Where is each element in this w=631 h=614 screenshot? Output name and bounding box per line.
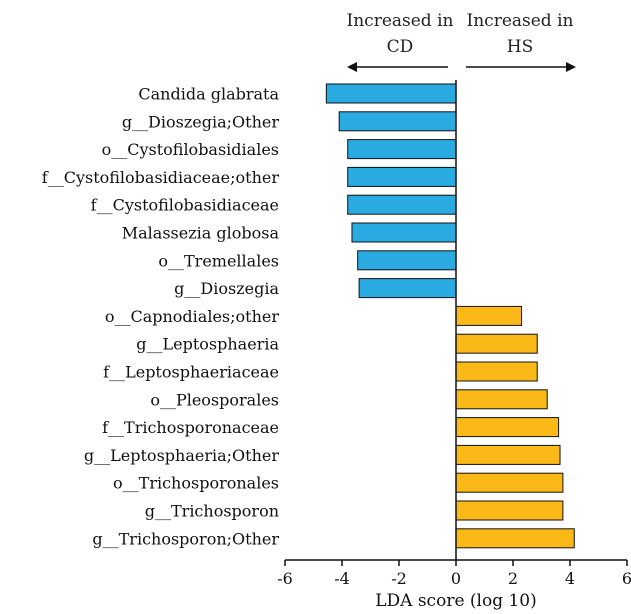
- x-axis-title: LDA score (log 10): [375, 591, 537, 611]
- x-tick-label: 6: [622, 569, 631, 588]
- category-label: g__Dioszegia: [174, 279, 279, 298]
- bar-10: [455, 361, 538, 382]
- category-label: f__Trichosporonaceae: [102, 418, 279, 437]
- x-tick-label: -6: [277, 569, 293, 588]
- category-label: g__Dioszegia;Other: [122, 112, 280, 131]
- bar-6: [357, 250, 457, 271]
- category-label: Malassezia globosa: [122, 224, 280, 243]
- bar-5: [351, 222, 457, 243]
- x-tick-label: -4: [334, 569, 350, 588]
- category-label: g__Trichosporon: [145, 502, 279, 521]
- x-tick-label: 0: [451, 569, 461, 588]
- category-label: o__Tremellales: [158, 251, 279, 270]
- bar-8: [455, 305, 523, 326]
- bar-11: [455, 389, 548, 410]
- category-label: o__Trichosporonales: [113, 474, 279, 493]
- bar-3: [347, 166, 457, 187]
- bar-15: [455, 500, 564, 521]
- category-label: o__Pleosporales: [150, 390, 279, 409]
- x-tick-label: -2: [391, 569, 407, 588]
- category-label: o__Capnodiales;other: [105, 307, 280, 326]
- bar-13: [455, 444, 561, 465]
- bar-2: [347, 139, 457, 160]
- category-label: g__Leptosphaeria;Other: [84, 446, 279, 465]
- category-labels: Candida glabrata g__Dioszegia;Other o__Cys…: [42, 85, 280, 549]
- x-axis: -6 -4 -2 0 2 4 6 LDA score (log 10): [277, 80, 631, 611]
- x-tick-label: 4: [565, 569, 575, 588]
- category-label: f__Leptosphaeriaceae: [103, 363, 279, 382]
- category-label: f__Cystofilobasidiaceae: [91, 196, 279, 215]
- bar-16: [455, 528, 575, 549]
- bar-12: [455, 417, 560, 438]
- category-label: Candida glabrata: [138, 85, 279, 104]
- increased-in-cd-label: Increased in CD: [346, 11, 454, 57]
- bar-0: [325, 83, 457, 104]
- x-tick-label: 2: [508, 569, 518, 588]
- bar-4: [347, 194, 457, 215]
- bar-14: [455, 472, 564, 493]
- category-label: f__Cystofilobasidiaceae;other: [42, 168, 280, 187]
- bars-group: [325, 83, 575, 549]
- category-label: o__Cystofilobasidiales: [102, 140, 279, 159]
- bar-9: [455, 333, 538, 354]
- category-label: g__Trichosporon;Other: [92, 529, 279, 548]
- bar-1: [338, 111, 457, 132]
- increased-in-hs-label: Increased in HS: [466, 11, 574, 57]
- category-label: g__Leptosphaeria: [136, 335, 279, 354]
- bar-7: [358, 278, 457, 299]
